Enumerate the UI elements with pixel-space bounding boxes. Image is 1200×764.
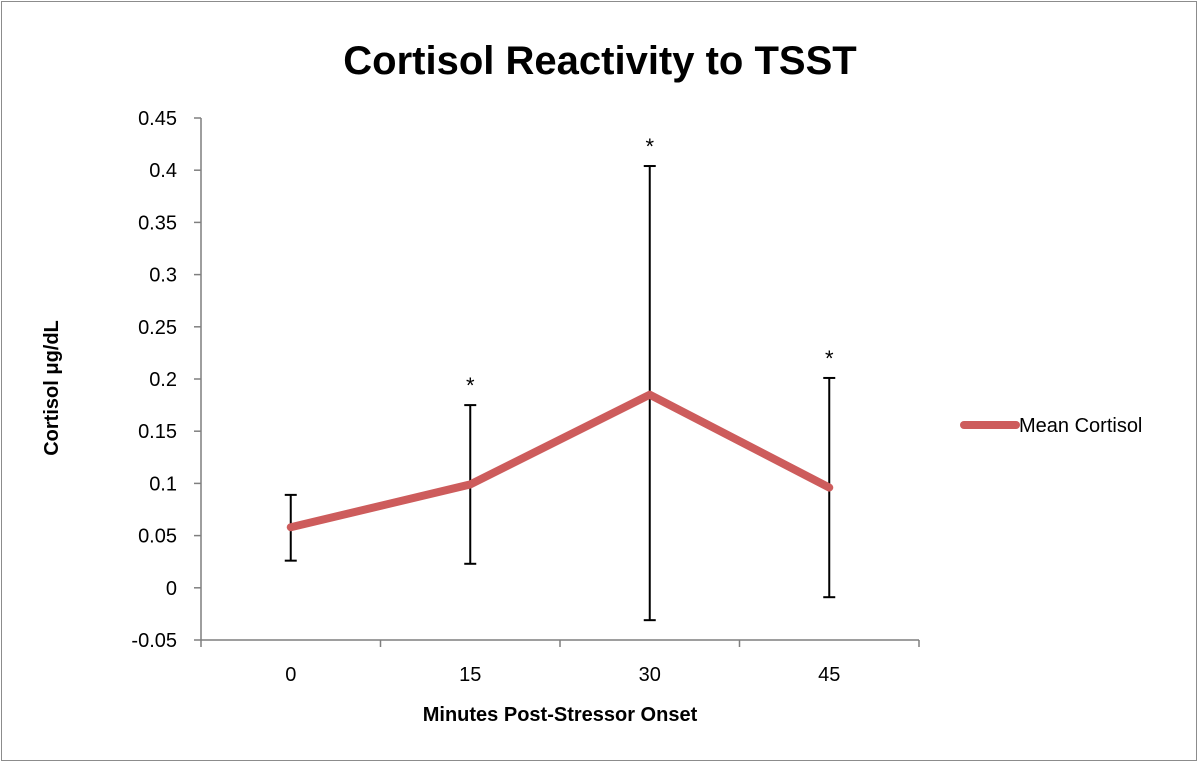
x-axis-label: Minutes Post-Stressor Onset: [423, 704, 698, 726]
y-axis-ticks: -0.05 0 0.05 0.1 0.15 0.2 0.25 0.3 0.35 0.4 0.45: [131, 108, 201, 652]
legend: Mean Cortisol: [960, 415, 1142, 437]
y-tick-label: 0.45: [138, 108, 177, 130]
y-tick-label: 0.35: [138, 212, 177, 234]
series-lines: [286, 390, 834, 532]
y-axis-label: Cortisol μg/dL: [41, 320, 63, 456]
x-tick-label: 0: [285, 664, 296, 686]
significance-marker: *: [825, 346, 834, 371]
error-bars: [284, 165, 836, 622]
x-tick-label: 15: [459, 664, 481, 686]
significance-marker: *: [466, 373, 475, 398]
chart-title: Cortisol Reactivity to TSST: [343, 39, 856, 83]
significance-markers: * * *: [466, 134, 834, 398]
y-tick-label: 0.05: [138, 526, 177, 548]
y-tick-label: 0.2: [149, 369, 177, 391]
x-tick-label: 30: [639, 664, 661, 686]
y-tick-label: 0.25: [138, 317, 177, 339]
y-tick-label: 0.1: [149, 473, 177, 495]
y-tick-label: 0.4: [149, 160, 177, 182]
y-tick-label: 0.15: [138, 421, 177, 443]
x-tick-label: 45: [818, 664, 840, 686]
significance-marker: *: [645, 134, 654, 159]
series-line-mean-cortisol: [286, 390, 834, 532]
legend-label-mean-cortisol: Mean Cortisol: [1019, 415, 1142, 437]
y-tick-label: 0: [166, 578, 177, 600]
y-tick-label: 0.3: [149, 265, 177, 287]
y-tick-label: -0.05: [131, 630, 177, 652]
x-axis-ticks: 0 15 30 45: [200, 640, 920, 686]
